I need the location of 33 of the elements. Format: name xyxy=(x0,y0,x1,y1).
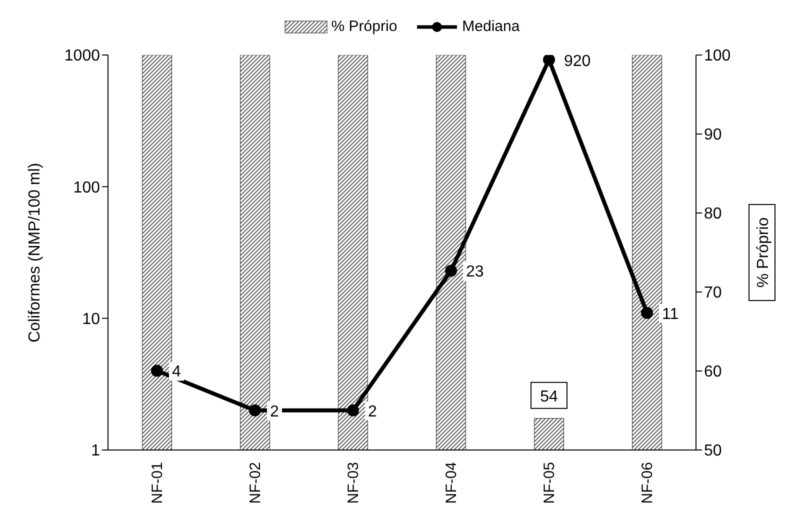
x-tick-label: NF-05 xyxy=(541,462,558,504)
y2-tick-label: 60 xyxy=(704,364,722,381)
data-label: 920 xyxy=(564,52,591,70)
data-label: 23 xyxy=(466,264,484,281)
point xyxy=(543,55,555,66)
y2-axis-title: % Próprio xyxy=(755,217,772,288)
point xyxy=(347,404,359,416)
x-tick-label: NF-06 xyxy=(639,462,656,504)
legend-label: Mediana xyxy=(462,18,520,35)
point xyxy=(151,364,163,377)
y2-tick-label: 50 xyxy=(704,442,722,460)
x-tick-label: NF-01 xyxy=(149,462,166,504)
y-tick-label: 100 xyxy=(73,179,100,196)
y-tick-label: 10 xyxy=(82,311,100,328)
y-tick-label: 1000 xyxy=(64,48,100,65)
x-tick-label: NF-04 xyxy=(443,462,460,504)
point xyxy=(641,306,653,319)
point xyxy=(445,264,457,277)
data-label: 2 xyxy=(368,403,377,420)
y2-tick-label: 70 xyxy=(704,284,722,302)
legend-label: % Próprio xyxy=(331,18,398,35)
point xyxy=(249,404,261,416)
x-tick-label: NF-03 xyxy=(345,462,362,504)
data-label: 54 xyxy=(540,388,558,406)
y2-tick-label: 80 xyxy=(704,206,722,223)
data-label: 2 xyxy=(270,403,279,420)
data-label: 4 xyxy=(172,364,181,381)
y2-tick-label: 90 xyxy=(704,126,722,144)
y2-tick-label: 100 xyxy=(704,48,731,65)
data-label: 11 xyxy=(662,306,679,323)
x-tick-label: NF-02 xyxy=(247,462,264,504)
y-axis-title: Coliformes (NMP/100 ml) xyxy=(26,162,44,342)
y-tick-label: 1 xyxy=(91,442,100,460)
